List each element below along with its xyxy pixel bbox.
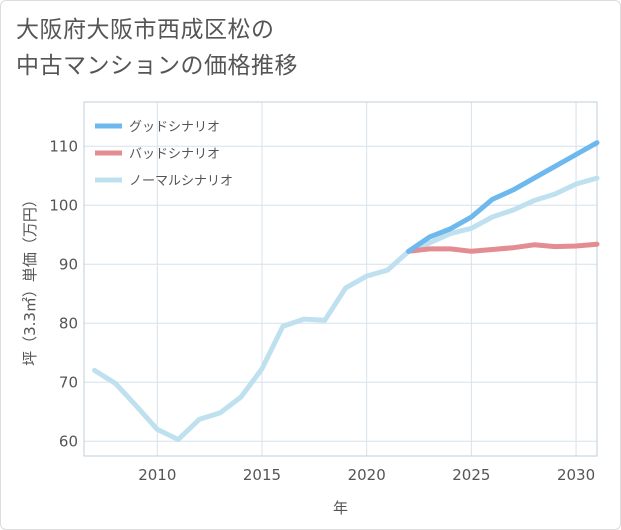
y-tick-label: 100 bbox=[49, 196, 78, 214]
y-tick-label: 90 bbox=[59, 255, 78, 273]
y-tick-label: 110 bbox=[49, 137, 78, 155]
series-line-good bbox=[406, 140, 600, 254]
series-lines bbox=[92, 140, 600, 442]
chart-title-line2: 中古マンションの価格推移 bbox=[16, 53, 298, 79]
legend-label: グッドシナリオ bbox=[129, 120, 220, 135]
x-axis-title: 年 bbox=[333, 499, 348, 517]
grid-lines bbox=[83, 101, 598, 457]
chart-title: 大阪府大阪市西成区松の 中古マンションの価格推移 bbox=[16, 12, 298, 84]
y-tick-label: 60 bbox=[59, 432, 78, 450]
legend-label: バッドシナリオ bbox=[129, 147, 220, 162]
x-tick-label: 2015 bbox=[243, 466, 281, 484]
y-axis-title: 坪（3.3㎡）単価（万円） bbox=[21, 192, 39, 366]
series-line-normal bbox=[92, 175, 600, 442]
chart-title-line1: 大阪府大阪市西成区松の bbox=[16, 17, 275, 43]
x-tick-label: 2010 bbox=[138, 466, 176, 484]
x-tick-label: 2025 bbox=[452, 466, 490, 484]
x-tick-label: 2030 bbox=[557, 466, 595, 484]
y-tick-label: 70 bbox=[59, 373, 78, 391]
x-tick-label: 2020 bbox=[348, 466, 386, 484]
y-tick-label: 80 bbox=[59, 314, 78, 332]
plot-frame bbox=[83, 101, 598, 457]
series-line-bad bbox=[406, 241, 600, 254]
axes: 2010 2015 2020 2025 2030 60 70 80 90 100 110 bbox=[49, 137, 595, 484]
legend-label: ノーマルシナリオ bbox=[129, 174, 233, 189]
